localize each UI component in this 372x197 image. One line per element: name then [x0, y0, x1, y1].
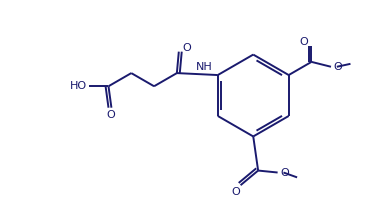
Text: HO: HO — [70, 81, 87, 91]
Text: O: O — [299, 37, 308, 47]
Text: O: O — [106, 110, 115, 120]
Text: O: O — [182, 43, 191, 53]
Text: O: O — [333, 62, 342, 72]
Text: O: O — [231, 187, 240, 197]
Text: O: O — [280, 167, 289, 177]
Text: NH: NH — [196, 62, 212, 72]
